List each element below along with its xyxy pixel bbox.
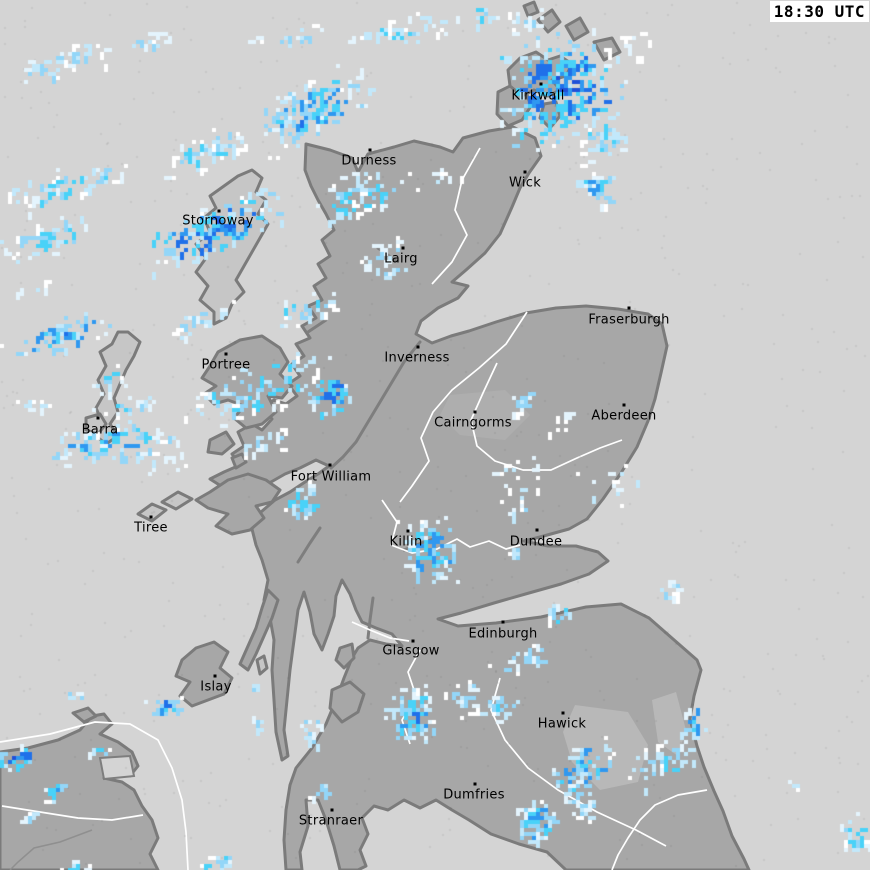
city-label: Hawick <box>537 716 587 732</box>
city-dot <box>501 620 505 624</box>
city-dot <box>523 170 527 174</box>
city-dot <box>328 463 332 467</box>
city-dot <box>539 82 543 86</box>
city-label: Inverness <box>384 350 450 366</box>
city-dot <box>217 209 221 213</box>
city-label: Tiree <box>134 520 168 536</box>
city-dot <box>213 674 217 678</box>
city-dot <box>411 639 415 643</box>
city-dot <box>368 148 372 152</box>
city-dot <box>622 403 626 407</box>
city-label: Edinburgh <box>468 626 538 642</box>
city-label: Barra <box>81 422 119 438</box>
city-dot <box>330 808 334 812</box>
city-label: Islay <box>200 679 232 695</box>
city-label: Aberdeen <box>591 408 657 424</box>
city-label: Fort William <box>290 469 372 485</box>
city-label: Kirkwall <box>511 88 565 104</box>
city-label: Lairg <box>384 251 418 267</box>
city-dot <box>149 515 153 519</box>
city-dot <box>401 246 405 250</box>
city-label: Durness <box>341 153 397 169</box>
city-dot <box>535 528 539 532</box>
city-label: Dundee <box>509 534 563 550</box>
timestamp: 18:30 UTC <box>769 1 869 22</box>
city-dot <box>96 416 100 420</box>
city-dot <box>561 711 565 715</box>
city-label: Killin <box>389 534 423 550</box>
city-label: Stornoway <box>182 213 254 229</box>
city-label: Stranraer <box>298 813 364 829</box>
city-dot <box>224 352 228 356</box>
city-dot <box>416 345 420 349</box>
city-label: Wick <box>508 175 542 191</box>
city-label: Cairngorms <box>434 415 512 431</box>
city-label: Portree <box>201 357 251 373</box>
city-dot <box>473 782 477 786</box>
city-label: Glasgow <box>382 643 440 659</box>
city-dot <box>406 529 410 533</box>
city-label: Fraserburgh <box>588 312 670 328</box>
city-label: Dumfries <box>443 787 505 803</box>
city-dot <box>473 410 477 414</box>
city-dot <box>627 306 631 310</box>
